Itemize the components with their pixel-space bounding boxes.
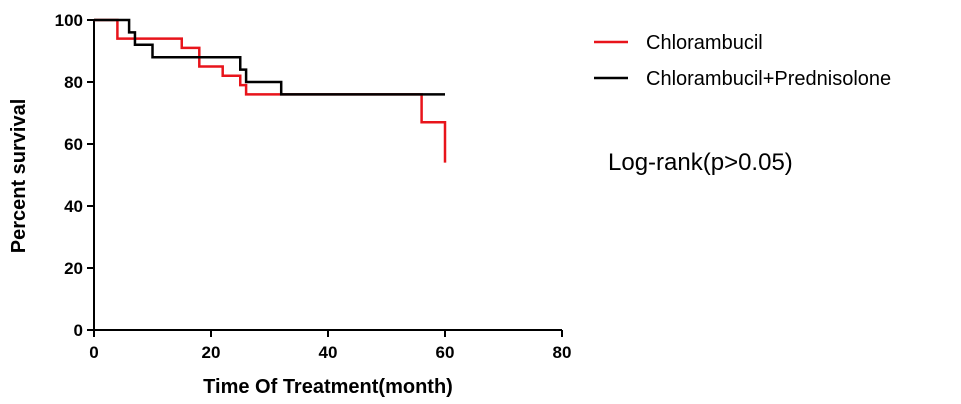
axes bbox=[93, 20, 562, 331]
x-tick-label-1: 20 bbox=[202, 343, 221, 362]
x-tick-label-3: 60 bbox=[436, 343, 455, 362]
legend-label-chlorambucil: Chlorambucil bbox=[646, 32, 763, 54]
y-tick-label-0: 0 bbox=[74, 321, 83, 340]
series-line-chlorambucil-prednisolone bbox=[94, 18, 445, 96]
x-tick-label-4: 80 bbox=[553, 343, 572, 362]
x-ticks: 0 20 40 60 80 bbox=[89, 330, 571, 362]
y-tick-label-2: 40 bbox=[64, 197, 83, 216]
y-tick-label-3: 60 bbox=[64, 135, 83, 154]
y-tick-label-1: 20 bbox=[64, 259, 83, 278]
y-tick-label-5: 100 bbox=[55, 11, 83, 30]
series-group bbox=[94, 18, 447, 163]
legend: Chlorambucil Chlorambucil+Prednisolone bbox=[594, 32, 891, 90]
series-line-chlorambucil bbox=[94, 18, 447, 163]
x-tick-label-0: 0 bbox=[89, 343, 98, 362]
y-axis-title: Percent survival bbox=[8, 99, 30, 254]
log-rank-annotation: Log-rank(p>0.05) bbox=[608, 149, 793, 176]
y-tick-label-4: 80 bbox=[64, 73, 83, 92]
y-ticks: 0 20 40 60 80 100 bbox=[55, 11, 94, 340]
legend-label-chlorambucil-prednisolone: Chlorambucil+Prednisolone bbox=[646, 68, 891, 90]
x-tick-label-2: 40 bbox=[319, 343, 338, 362]
x-axis-title: Time Of Treatment(month) bbox=[203, 376, 453, 398]
